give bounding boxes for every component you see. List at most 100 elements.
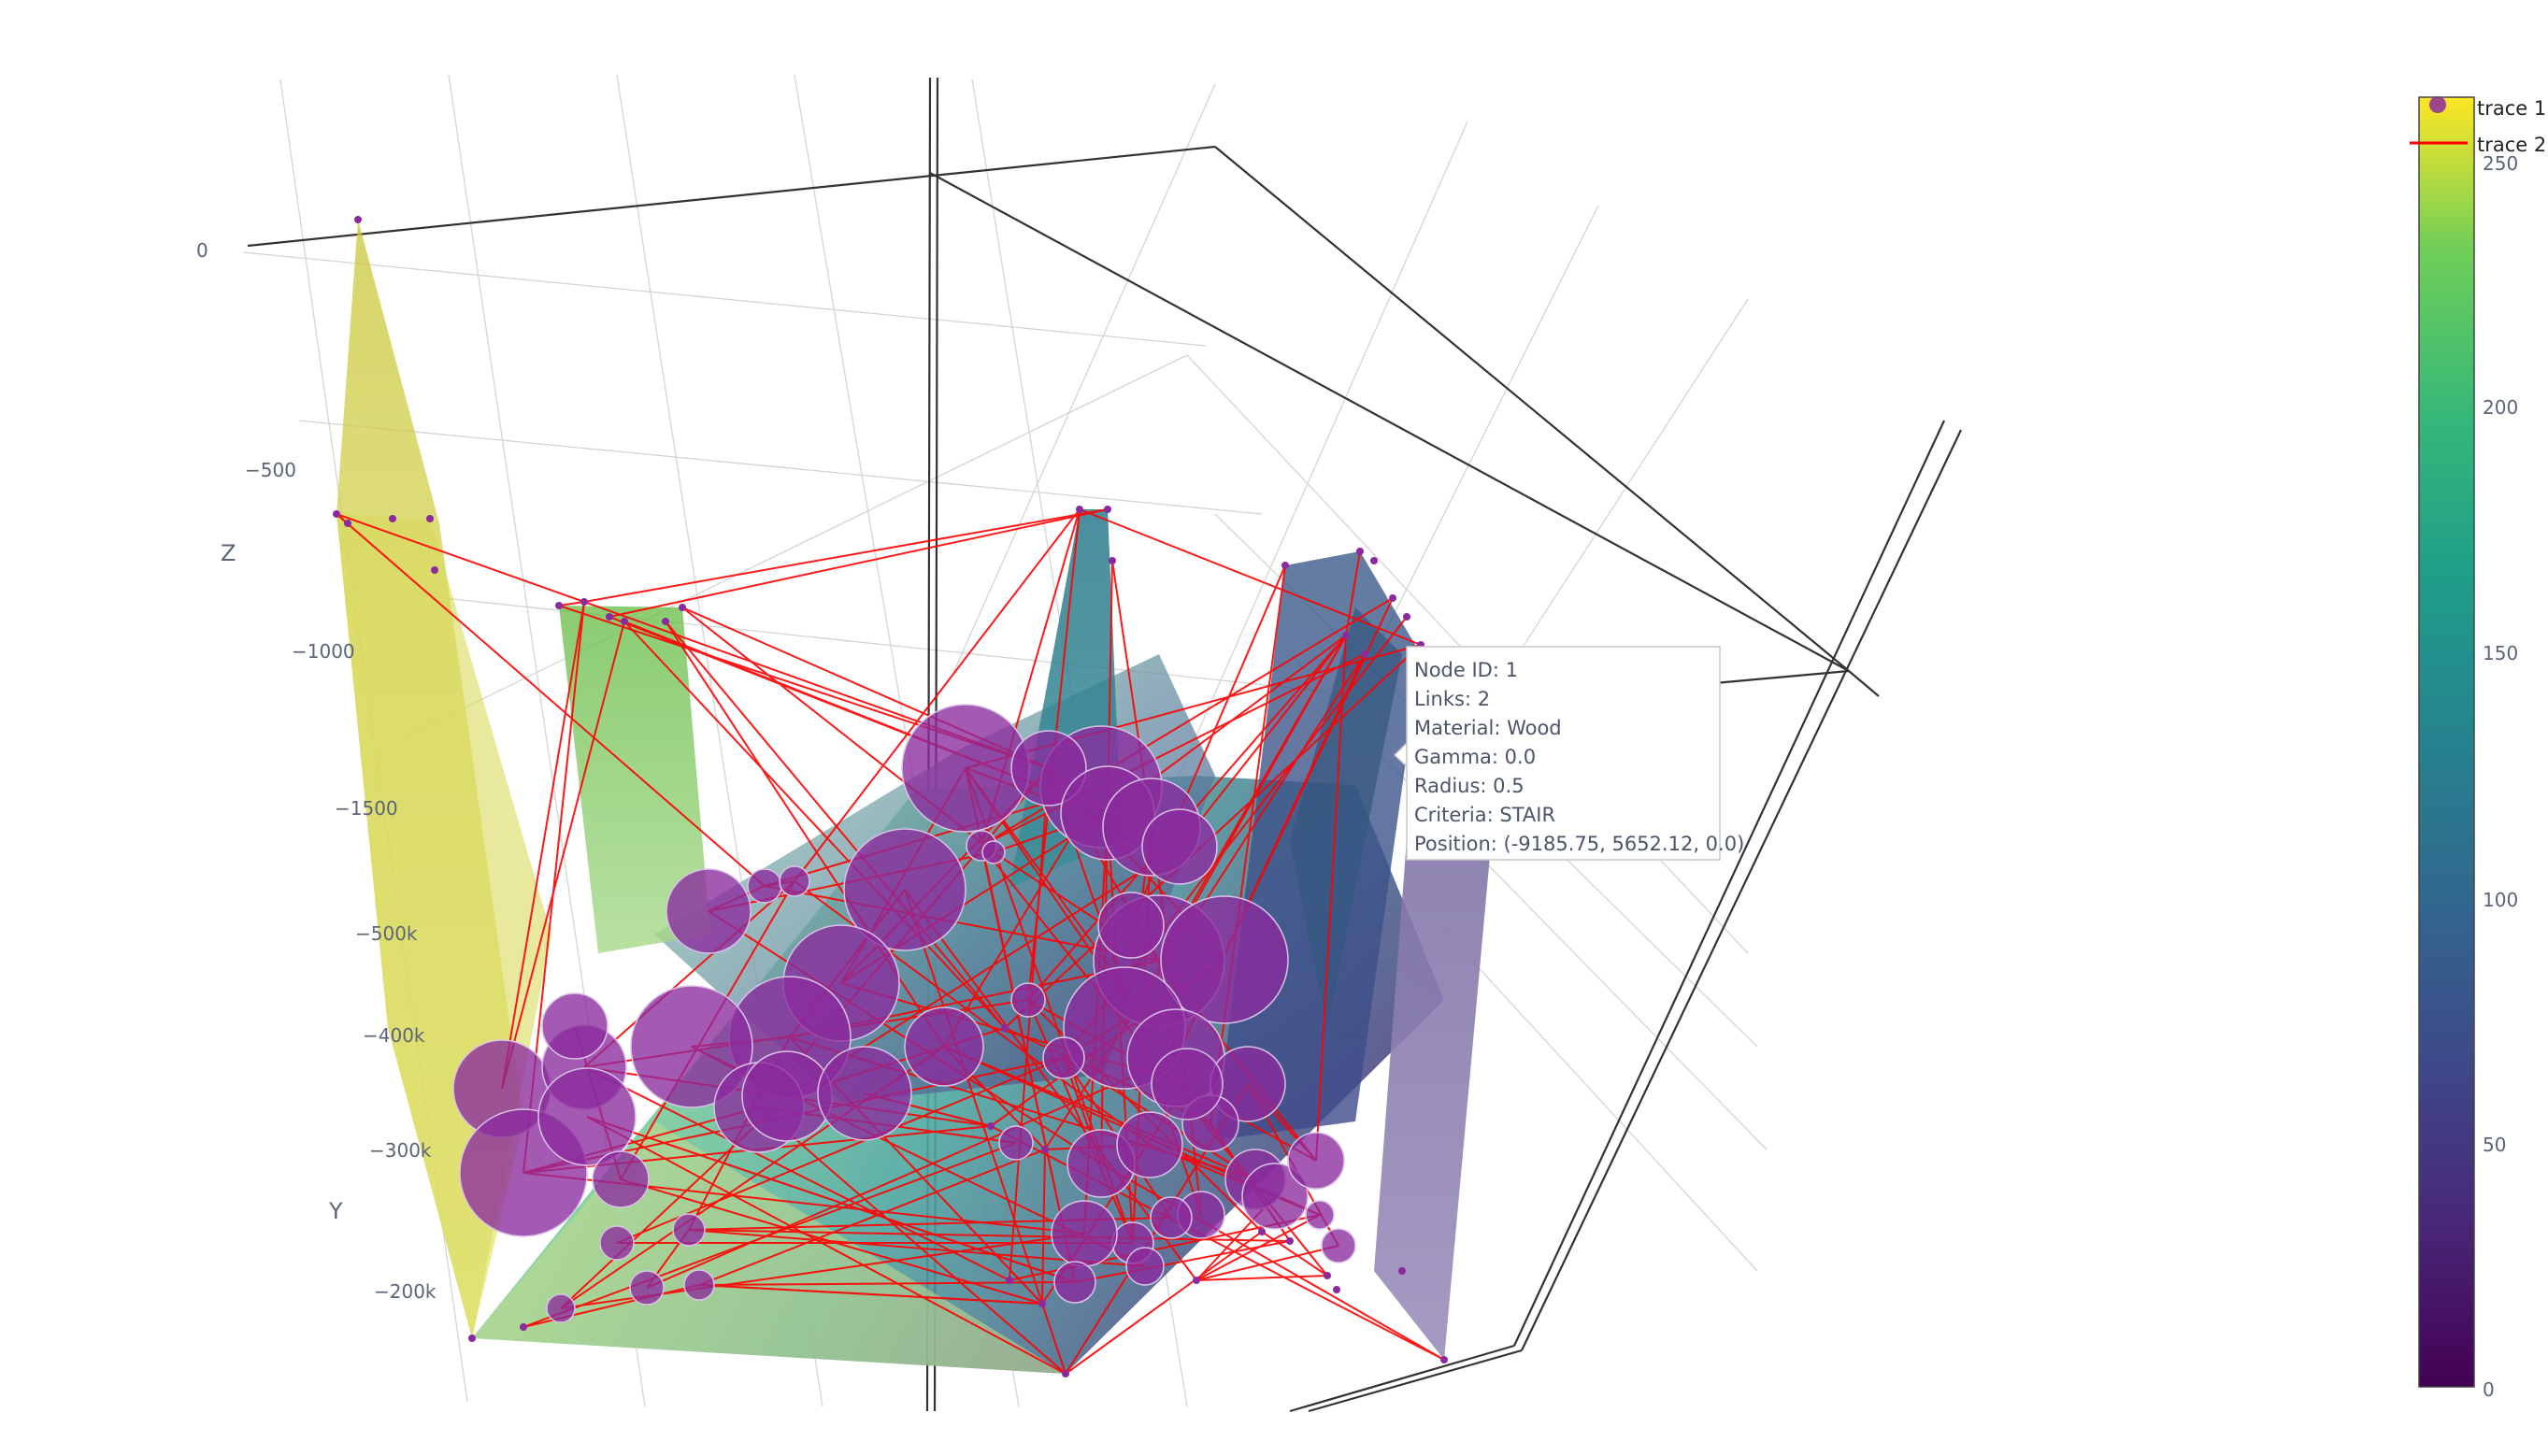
node-sphere[interactable] (683, 1269, 715, 1301)
link-line (665, 621, 1006, 1029)
node-dot[interactable] (1342, 632, 1350, 639)
node-dot[interactable] (1324, 1272, 1331, 1279)
node-sphere[interactable] (666, 868, 752, 954)
node-sphere[interactable] (747, 868, 782, 904)
node-dot[interactable] (1403, 613, 1410, 621)
link-line (586, 1116, 1066, 1375)
node-dot[interactable] (344, 520, 351, 527)
link-line (1179, 635, 1347, 848)
node-dot[interactable] (662, 618, 669, 625)
node-sphere[interactable] (779, 865, 810, 897)
link-line (708, 910, 1102, 1164)
node-sphere[interactable] (1141, 808, 1218, 885)
link-line (904, 889, 1066, 1375)
node-dot[interactable] (354, 216, 362, 223)
node-sphere[interactable] (1116, 1111, 1183, 1178)
node-dot[interactable] (1104, 506, 1111, 513)
node-sphere[interactable] (1125, 1247, 1165, 1286)
link-line (336, 513, 766, 887)
node-dot[interactable] (1389, 594, 1396, 602)
link-line (501, 601, 585, 1090)
colorbar-tick-50: 50 (2483, 1134, 2506, 1156)
link-line (990, 1125, 1445, 1361)
link-line (764, 885, 1160, 962)
node-sphere[interactable] (843, 828, 966, 951)
node-sphere[interactable] (1010, 730, 1087, 807)
node-dot[interactable] (1062, 1370, 1069, 1377)
node-sphere[interactable] (1051, 1200, 1118, 1267)
node-dot[interactable] (1193, 1277, 1200, 1284)
link-line (1041, 1149, 1046, 1305)
node-sphere[interactable] (1241, 1163, 1309, 1230)
legend[interactable]: trace 1 trace 2 (2410, 96, 2546, 156)
legend-item-trace-1[interactable]: trace 1 (2429, 96, 2546, 120)
node-dot[interactable] (1076, 506, 1083, 513)
node-sphere[interactable] (1287, 1132, 1345, 1190)
node-dot[interactable] (1286, 1237, 1294, 1245)
node-dot[interactable] (1006, 1277, 1013, 1284)
node-sphere[interactable] (1160, 895, 1289, 1024)
legend-label-trace-1: trace 1 (2477, 97, 2546, 120)
node-dot[interactable] (1038, 1300, 1046, 1307)
link-line (904, 889, 1197, 1281)
node-dot[interactable] (1440, 1356, 1448, 1363)
node-sphere[interactable] (537, 1067, 637, 1166)
hover-line-criteria: Criteria: STAIR (1414, 804, 1555, 826)
node-sphere[interactable] (630, 985, 753, 1108)
node-sphere[interactable] (541, 992, 608, 1060)
node-dot[interactable] (987, 1122, 995, 1130)
node-dot[interactable] (468, 1335, 476, 1342)
link-line (608, 508, 1109, 618)
node-dot[interactable] (1333, 1286, 1340, 1293)
z-tick-0: 0 (196, 239, 208, 262)
node-dot[interactable] (1001, 1024, 1009, 1032)
node-dot[interactable] (1361, 650, 1368, 658)
node-dot[interactable] (621, 618, 628, 625)
node-sphere[interactable] (1053, 1261, 1096, 1304)
colorbar-tick-100: 100 (2483, 889, 2518, 911)
link-line (1195, 1245, 1339, 1281)
legend-item-trace-2[interactable]: trace 2 (2410, 134, 2546, 156)
node-dot[interactable] (333, 510, 340, 518)
node-sphere[interactable] (546, 1293, 576, 1323)
colorbar: 250 200 150 100 50 0 (2418, 96, 2518, 1401)
node-sphere[interactable] (1151, 1048, 1224, 1121)
hover-line-links: Links: 2 (1414, 688, 1490, 710)
y-tick-1: −400k (363, 1024, 425, 1047)
node-sphere[interactable] (981, 840, 1006, 864)
node-sphere[interactable] (901, 704, 1030, 833)
node-sphere[interactable] (592, 1150, 650, 1208)
node-dot[interactable] (1356, 548, 1364, 555)
node-dot[interactable] (1398, 1267, 1406, 1275)
node-sphere[interactable] (629, 1270, 665, 1306)
node-sphere[interactable] (1042, 1036, 1085, 1079)
node-dot[interactable] (1041, 1146, 1049, 1153)
node-dot[interactable] (431, 566, 438, 574)
y-tick-0: −500k (355, 922, 418, 945)
node-dot[interactable] (1109, 557, 1116, 564)
node-sphere[interactable] (1097, 892, 1165, 959)
node-dot[interactable] (1281, 562, 1289, 569)
node-dot[interactable] (1258, 1228, 1266, 1235)
node-dot[interactable] (555, 602, 563, 609)
node-sphere[interactable] (1321, 1228, 1356, 1263)
node-sphere[interactable] (1305, 1200, 1335, 1230)
node-sphere[interactable] (599, 1225, 635, 1261)
node-sphere[interactable] (1150, 1196, 1193, 1239)
node-markers[interactable] (333, 216, 1448, 1377)
node-dot[interactable] (426, 515, 434, 522)
node-dot[interactable] (580, 598, 588, 606)
node-sphere[interactable] (1010, 982, 1046, 1018)
node-dot[interactable] (520, 1323, 527, 1331)
link-line (620, 1178, 1043, 1305)
node-sphere[interactable] (817, 1046, 912, 1141)
node-dot[interactable] (1370, 557, 1378, 564)
node-sphere[interactable] (998, 1125, 1034, 1161)
node-dot[interactable] (679, 604, 686, 611)
link-line (758, 1106, 1066, 1375)
node-sphere[interactable] (672, 1213, 706, 1247)
node-dot[interactable] (389, 515, 396, 522)
node-dot[interactable] (606, 613, 613, 621)
node-sphere[interactable] (904, 1006, 984, 1087)
